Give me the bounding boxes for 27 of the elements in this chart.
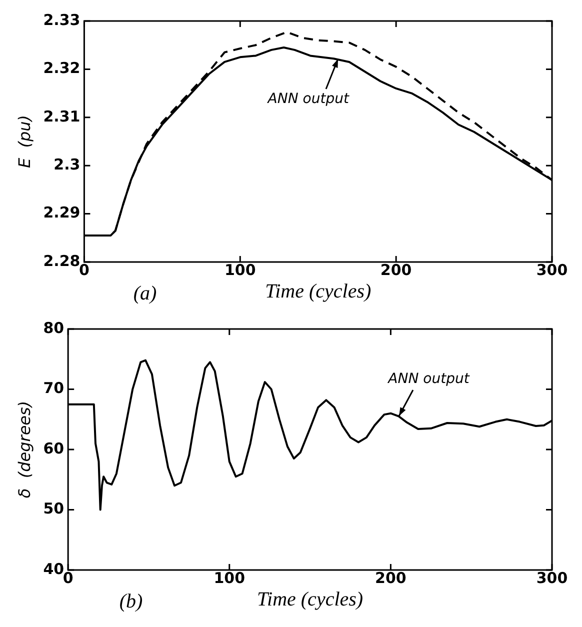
text: (b) [119,590,143,612]
y-axis-title: δ (degrees) [14,400,34,498]
y-axis-title: E (pu) [14,114,34,168]
x-tick-label: 0 [62,568,74,587]
y-tick-label: 70 [43,379,64,398]
x-tick-label: 200 [375,568,406,587]
y-tick-label: 2.3 [54,155,80,174]
x-tick-label: 100 [214,568,246,587]
x-axis-title: Time (cycles) [265,280,372,302]
x-tick-label: 300 [536,568,568,587]
text: (a) [133,282,158,304]
y-tick-label: 40 [43,560,64,578]
y-tick-label: 2.32 [43,59,80,78]
y-tick-label: 2.28 [43,252,80,270]
x-tick-label: 300 [536,260,568,279]
annotation: ANN output [268,90,349,107]
y-tick-label: 2.33 [43,10,80,29]
y-tick-label: 2.31 [43,107,80,126]
x-tick-label: 200 [380,260,412,279]
y-tick-label: 50 [43,500,64,518]
y-tick-label: 60 [43,439,64,458]
x-axis-title: Time (cycles) [257,588,364,610]
x-tick-label: 100 [224,260,256,279]
y-tick-label: 2.29 [43,204,80,222]
annotation: ANN output [388,371,470,388]
y-tick-label: 80 [43,318,64,337]
x-tick-label: 0 [78,260,90,279]
